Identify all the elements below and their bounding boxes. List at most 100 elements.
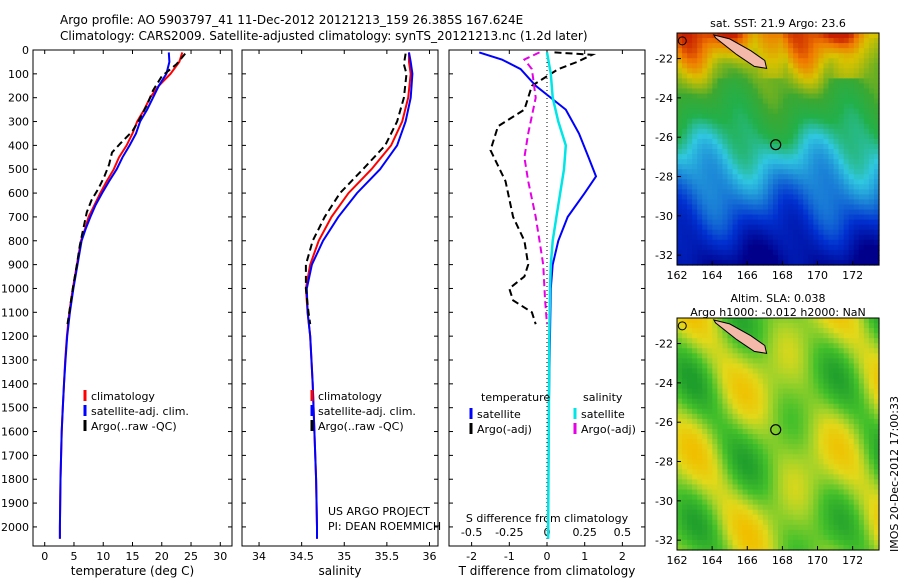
map-cell	[712, 499, 718, 506]
map-cell	[732, 489, 739, 496]
map-cell	[858, 174, 865, 180]
map-cell	[702, 229, 708, 236]
map-cell	[757, 428, 764, 435]
map-cell	[808, 403, 814, 410]
map-cell	[818, 423, 825, 430]
map-cell	[712, 229, 718, 236]
map-cell	[873, 78, 880, 85]
map-cell	[747, 68, 754, 74]
map-cell	[848, 524, 855, 531]
map-cell	[793, 464, 799, 470]
map-cell	[838, 519, 845, 526]
map-cell	[808, 123, 814, 130]
map-cell	[853, 209, 860, 216]
top-tick-label: 0.25	[572, 526, 597, 539]
map-cell	[687, 93, 693, 100]
map-cell	[697, 469, 703, 475]
map-cell	[853, 408, 860, 415]
map-cell	[677, 189, 683, 195]
map-cell	[767, 403, 774, 410]
map-cell	[788, 358, 794, 364]
map-cell	[747, 78, 754, 85]
map-cell	[848, 33, 855, 39]
map-cell	[813, 479, 819, 486]
map-cell	[793, 348, 799, 354]
map-cell	[757, 53, 764, 59]
map-cell	[712, 378, 718, 385]
map-cell	[808, 234, 814, 241]
map-cell	[722, 103, 729, 110]
map-cell	[798, 524, 804, 531]
map-cell	[762, 38, 769, 44]
map-cell	[828, 318, 835, 324]
map-cell	[868, 328, 875, 334]
map-cell	[858, 524, 865, 531]
map-cell	[828, 33, 835, 39]
map-cell	[752, 514, 759, 521]
map-cell	[682, 234, 688, 241]
map-cell	[692, 93, 698, 100]
map-cell	[838, 98, 845, 105]
map-cell	[783, 439, 789, 445]
map-cell	[692, 138, 698, 145]
map-cell	[823, 209, 830, 216]
lon-tick-label: 164	[702, 269, 723, 282]
map-cell	[707, 449, 713, 455]
map-cell	[707, 413, 713, 420]
map-cell	[843, 108, 850, 115]
map-cell	[818, 509, 825, 516]
map-cell	[762, 149, 769, 155]
map-cell	[732, 534, 739, 541]
map-cell	[692, 118, 698, 125]
map-cell	[702, 93, 708, 100]
map-cell	[798, 143, 804, 150]
map-cell	[833, 108, 840, 115]
map-cell	[798, 323, 804, 329]
map-cell	[727, 259, 734, 266]
map-cell	[818, 544, 825, 551]
map-cell	[793, 58, 799, 64]
map-cell	[677, 48, 683, 54]
map-cell	[868, 33, 875, 39]
map-cell	[793, 103, 799, 110]
map-cell	[762, 363, 769, 370]
map-cell	[798, 164, 804, 170]
map-cell	[722, 113, 729, 120]
map-cell	[702, 38, 708, 44]
depth-tick-label: 1400	[1, 378, 29, 391]
map-cell	[752, 509, 759, 516]
map-cell	[863, 128, 870, 135]
x-tick-label: 34.5	[289, 550, 314, 563]
map-cell	[682, 103, 688, 110]
map-cell	[843, 454, 850, 460]
map-cell	[677, 393, 683, 400]
map-cell	[823, 353, 830, 359]
map-cell	[722, 83, 729, 90]
map-cell	[798, 504, 804, 511]
map-cell	[843, 98, 850, 105]
map-cell	[833, 118, 840, 125]
map-cell	[808, 439, 814, 445]
map-cell	[823, 199, 830, 206]
map-cell	[823, 179, 830, 185]
map-cell	[813, 469, 819, 475]
map-cell	[772, 174, 779, 180]
map-cell	[818, 428, 825, 435]
map-cell	[712, 398, 718, 405]
map-cell	[778, 259, 784, 266]
map-cell	[737, 454, 744, 460]
map-cell	[813, 103, 819, 110]
map-cell	[692, 363, 698, 370]
map-cell	[687, 373, 693, 380]
map-cell	[722, 108, 729, 115]
map-cell	[722, 199, 729, 206]
map-cell	[848, 169, 855, 175]
map-cell	[848, 358, 855, 364]
map-cell	[732, 108, 739, 115]
map-cell	[848, 489, 855, 496]
map-cell	[868, 98, 875, 105]
map-cell	[818, 133, 825, 140]
map-cell	[757, 499, 764, 506]
map-cell	[863, 368, 870, 375]
map-cell	[828, 214, 835, 221]
